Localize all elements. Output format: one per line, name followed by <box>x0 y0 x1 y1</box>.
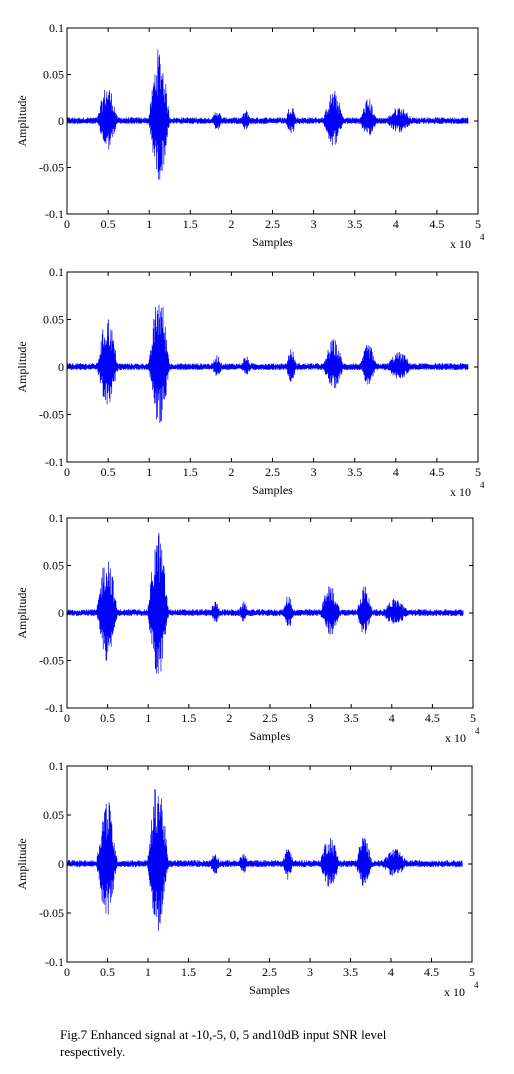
x-tick-label-2-6: 3 <box>311 465 317 479</box>
y-tick-label-1-1: -0.05 <box>39 161 64 175</box>
x-tick-label-2-2: 1 <box>146 465 152 479</box>
x-multiplier-1: x 10 <box>450 237 471 251</box>
x-tick-label-1-0: 0 <box>64 217 70 231</box>
x-tick-label-2-0: 0 <box>64 465 70 479</box>
signal-line-2 <box>66 304 469 424</box>
x-tick-label-1-1: 0.5 <box>101 217 116 231</box>
x-multiplier-3: x 10 <box>445 731 466 745</box>
y-tick-label-4-2: 0 <box>58 857 64 871</box>
y-tick-label-2-1: -0.05 <box>39 408 64 422</box>
x-tick-label-1-4: 2 <box>228 217 234 231</box>
x-tick-label-3-1: 0.5 <box>100 711 115 725</box>
y-tick-label-4-0: -0.1 <box>45 955 64 969</box>
x-multiplier-4: x 10 <box>444 985 465 999</box>
waveform-chart-1: 0 0.5 1 1.5 2 2.5 3 3.5 4 4.5 5 -0.1 -0.05 0 0.05 0.1 Sa… <box>15 21 485 251</box>
x-multiplier-2: x 10 <box>450 485 471 499</box>
y-tick-label-1-0: -0.1 <box>45 207 64 221</box>
y-axis-label-2: Amplitude <box>15 341 29 392</box>
x-tick-label-2-4: 2 <box>228 465 234 479</box>
y-tick-label-1-4: 0.1 <box>49 21 64 35</box>
y-tick-label-4-4: 0.1 <box>49 759 64 773</box>
y-tick-label-3-2: 0 <box>58 606 64 620</box>
x-tick-label-1-3: 1.5 <box>183 217 198 231</box>
x-tick-label-4-1: 0.5 <box>100 965 115 979</box>
x-axis-label-2: Samples <box>252 483 293 497</box>
y-axis-label-3: Amplitude <box>15 587 29 638</box>
x-tick-label-2-5: 2.5 <box>265 465 280 479</box>
x-tick-label-3-2: 1 <box>145 711 151 725</box>
x-tick-label-2-8: 4 <box>393 465 399 479</box>
x-tick-label-4-7: 3.5 <box>343 965 358 979</box>
x-tick-label-2-7: 3.5 <box>347 465 362 479</box>
x-tick-label-4-9: 4.5 <box>424 965 439 979</box>
y-tick-label-3-0: -0.1 <box>45 701 64 715</box>
y-axis-label-1: Amplitude <box>15 95 29 146</box>
x-tick-label-4-6: 3 <box>307 965 313 979</box>
x-tick-label-3-0: 0 <box>64 711 70 725</box>
x-tick-label-4-5: 2.5 <box>262 965 277 979</box>
x-axis-label-1: Samples <box>252 235 293 249</box>
y-tick-label-1-3: 0.05 <box>43 68 64 82</box>
y-tick-label-4-3: 0.05 <box>43 808 64 822</box>
x-tick-label-2-1: 0.5 <box>101 465 116 479</box>
y-tick-label-4-1: -0.05 <box>39 906 64 920</box>
x-axis-label-4: Samples <box>249 983 290 997</box>
x-tick-label-3-8: 4 <box>389 711 395 725</box>
x-tick-label-3-3: 1.5 <box>181 711 196 725</box>
waveform-chart-2: 0 0.5 1 1.5 2 2.5 3 3.5 4 4.5 5 -0.1 -0.05 0 0.05 0.1 Sa… <box>15 265 485 499</box>
x-tick-label-1-9: 4.5 <box>429 217 444 231</box>
x-tick-label-2-3: 1.5 <box>183 465 198 479</box>
x-tick-label-1-5: 2.5 <box>265 217 280 231</box>
x-tick-label-4-0: 0 <box>64 965 70 979</box>
y-tick-label-2-2: 0 <box>58 360 64 374</box>
signal-line-4 <box>66 788 463 932</box>
x-tick-label-1-2: 1 <box>146 217 152 231</box>
x-tick-label-4-2: 1 <box>145 965 151 979</box>
y-tick-label-1-2: 0 <box>58 114 64 128</box>
x-multiplier-exponent-2: 4 <box>480 480 485 490</box>
x-tick-label-3-10: 5 <box>470 711 476 725</box>
x-axis-label-3: Samples <box>250 729 291 743</box>
signal-line-3 <box>66 533 464 674</box>
waveform-chart-4: 0 0.5 1 1.5 2 2.5 3 3.5 4 4.5 5 -0.1 -0.05 0 0.05 0.1 Sa… <box>15 759 479 999</box>
y-tick-label-3-4: 0.1 <box>49 511 64 525</box>
x-tick-label-1-7: 3.5 <box>347 217 362 231</box>
x-multiplier-exponent-1: 4 <box>480 232 485 242</box>
waveform-chart-3: 0 0.5 1 1.5 2 2.5 3 3.5 4 4.5 5 -0.1 -0.05 0 0.05 0.1 Sa… <box>15 511 480 745</box>
x-tick-label-3-9: 4.5 <box>425 711 440 725</box>
y-tick-label-2-3: 0.05 <box>43 313 64 327</box>
x-tick-label-4-4: 2 <box>226 965 232 979</box>
x-tick-label-3-4: 2 <box>226 711 232 725</box>
y-tick-label-3-1: -0.05 <box>39 654 64 668</box>
x-multiplier-exponent-4: 4 <box>474 980 479 990</box>
y-tick-label-2-0: -0.1 <box>45 455 64 469</box>
x-tick-label-4-8: 4 <box>388 965 394 979</box>
caption-line-2: respectively. <box>60 1044 126 1059</box>
y-tick-label-2-4: 0.1 <box>49 265 64 279</box>
x-tick-label-1-6: 3 <box>311 217 317 231</box>
caption-line-1: Fig.7 Enhanced signal at -10,-5, 0, 5 an… <box>60 1027 387 1042</box>
x-tick-label-1-8: 4 <box>393 217 399 231</box>
x-tick-label-4-3: 1.5 <box>181 965 196 979</box>
x-tick-label-4-10: 5 <box>469 965 475 979</box>
y-tick-label-3-3: 0.05 <box>43 559 64 573</box>
x-multiplier-exponent-3: 4 <box>475 726 480 736</box>
x-tick-label-3-5: 2.5 <box>263 711 278 725</box>
signal-line-1 <box>66 49 469 180</box>
x-tick-label-3-6: 3 <box>308 711 314 725</box>
x-tick-label-2-9: 4.5 <box>429 465 444 479</box>
figure-caption: Fig.7 Enhanced signal at -10,-5, 0, 5 an… <box>60 1026 480 1060</box>
x-tick-label-1-10: 5 <box>475 217 481 231</box>
x-tick-label-2-10: 5 <box>475 465 481 479</box>
x-tick-label-3-7: 3.5 <box>344 711 359 725</box>
y-axis-label-4: Amplitude <box>15 838 29 889</box>
